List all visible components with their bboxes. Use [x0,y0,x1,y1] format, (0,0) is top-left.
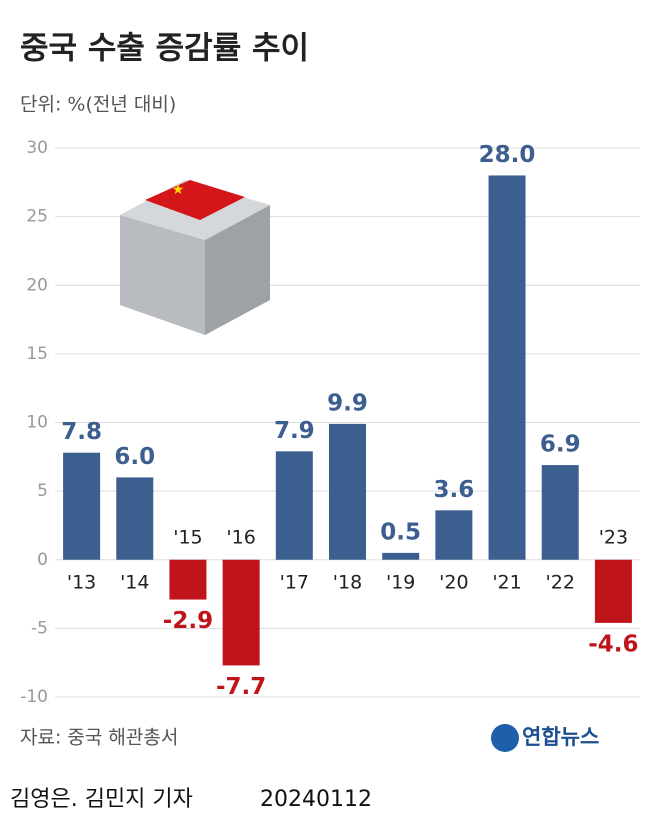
y-tick-label: 20 [26,275,48,295]
x-tick-label: '21 [492,571,521,593]
value-label: 9.9 [327,390,368,416]
date: 20240112 [260,787,372,812]
logo: 연합뉴스 [522,725,599,749]
bar [488,175,526,560]
x-tick-label: '13 [67,571,96,593]
y-tick-label: 25 [26,207,48,227]
x-tick-label: '15 [173,526,202,548]
container-illustration: ★ [120,180,270,335]
value-label: 6.9 [540,432,581,458]
x-tick-label: '14 [120,571,149,593]
source: 자료: 중국 해관총서 [20,727,178,749]
y-tick-label: 30 [26,138,48,158]
value-label: -4.6 [588,631,638,657]
y-tick-label: -10 [20,687,48,707]
bar [541,465,579,560]
y-tick-label: -5 [31,618,48,638]
x-tick-label: '23 [599,526,628,548]
x-tick-label: '17 [280,571,309,593]
bar [169,559,207,600]
value-label: 6.0 [114,444,155,470]
value-label: -2.9 [163,608,213,634]
bar [382,552,420,560]
svg-text:★: ★ [172,182,185,198]
y-tick-label: 15 [26,344,48,364]
x-tick-label: '19 [386,571,415,593]
value-label: 3.6 [433,477,474,503]
bar [275,451,313,560]
y-tick-label: 10 [26,413,48,433]
bar [116,477,154,560]
x-tick-label: '22 [546,571,575,593]
bar [63,452,101,560]
x-tick-label: '16 [226,526,255,548]
x-tick-label: '20 [439,571,468,593]
bar [329,423,366,560]
value-label: 7.9 [274,418,315,444]
value-label: 0.5 [380,519,421,545]
logo-icon [491,724,519,752]
chart-title: 중국 수출 증감률 추이 [20,31,309,67]
credit: 김영은. 김민지 기자 [10,787,193,812]
y-tick-label: 0 [37,550,48,570]
bar [594,559,632,623]
value-label: 28.0 [479,142,536,168]
chart-subtitle: 단위: %(전년 대비) [20,94,176,116]
bar [222,559,260,666]
bar [435,510,473,560]
y-tick-label: 5 [37,481,48,501]
x-tick-label: '18 [333,571,362,593]
value-label: -7.7 [216,674,266,700]
value-label: 7.8 [61,419,102,445]
